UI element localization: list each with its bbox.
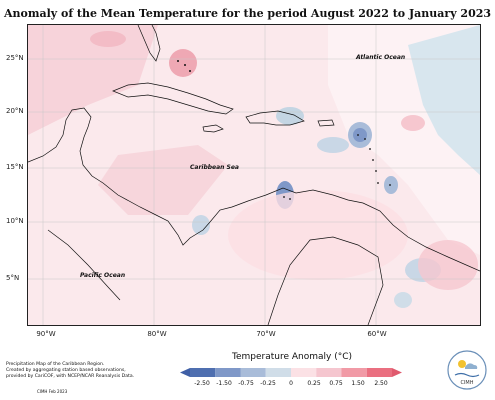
lat-tick-label: 25°N	[6, 54, 24, 62]
warm-patch	[418, 240, 478, 290]
pacific-coast	[47, 229, 121, 301]
atlantic-ocean-label: Atlantic Ocean	[356, 54, 406, 61]
map-canvas	[28, 25, 480, 325]
warm-patch	[90, 31, 126, 47]
legend-swatch	[341, 368, 367, 377]
warm-central-region	[98, 145, 228, 215]
legend-swatch	[291, 368, 317, 377]
description-line: Precipitation Map of the Caribbean Regio…	[6, 362, 105, 367]
legend-tick-label: 0	[289, 380, 293, 387]
legend-tick-label: 2.50	[374, 380, 388, 387]
graticule	[28, 25, 480, 325]
cuba-coast	[112, 82, 234, 115]
cimh-logo: CIMH	[447, 350, 487, 390]
legend-tick-label: -0.25	[260, 380, 276, 387]
legend-title: Temperature Anomaly (°C)	[231, 352, 352, 362]
andes-river-outline	[267, 236, 384, 325]
cool-patch	[276, 107, 304, 125]
mainland-coast	[28, 107, 480, 272]
hispaniola-coast	[245, 110, 305, 126]
caribbean-sea-label: Caribbean Sea	[190, 164, 239, 171]
wave-icon	[454, 372, 480, 378]
legend-min-arrow	[180, 368, 190, 377]
legend-tick-label: 0.75	[329, 380, 343, 387]
lon-tick-label: 90°W	[36, 330, 56, 338]
legend-tick-label: -0.75	[238, 380, 254, 387]
warm-south-america	[228, 190, 408, 280]
cool-patch-core	[353, 128, 367, 142]
legend-tick-label: 1.50	[351, 380, 365, 387]
legend-swatch	[240, 368, 266, 377]
logo-text: CIMH	[460, 380, 473, 386]
map-description: Precipitation Map of the Caribbean Regio…	[6, 362, 136, 380]
lat-tick-label: 20°N	[6, 107, 24, 115]
lat-tick-label: 15°N	[6, 163, 24, 171]
warm-patch	[401, 115, 425, 131]
legend-max-arrow	[392, 368, 402, 377]
anomaly-map	[27, 24, 481, 326]
legend-swatch	[265, 368, 291, 377]
pacific-ocean-label: Pacific Ocean	[80, 272, 126, 279]
florida-coast	[137, 25, 161, 62]
jamaica-coast	[202, 124, 224, 133]
warm-patch-bahamas	[169, 49, 197, 77]
cool-atlantic-region	[408, 25, 480, 175]
color-scale-bar	[180, 368, 402, 377]
cool-patch	[192, 215, 210, 235]
lon-tick-label: 80°W	[147, 330, 167, 338]
lat-tick-label: 5°N	[6, 274, 20, 282]
lon-tick-label: 70°W	[256, 330, 276, 338]
lat-tick-label: 10°N	[6, 217, 24, 225]
legend-tick-label: -2.50	[194, 380, 210, 387]
legend-tick-label: 0.25	[307, 380, 321, 387]
description-line: Created by aggregating station based obs…	[6, 368, 126, 373]
cool-patch	[317, 137, 349, 153]
small-islands	[177, 60, 391, 200]
puerto-rico-coast	[317, 119, 335, 127]
lon-tick-label: 60°W	[367, 330, 387, 338]
legend-swatch	[215, 368, 241, 377]
legend-swatch	[190, 368, 216, 377]
warm-gulf-region	[28, 25, 158, 135]
legend-swatch	[366, 368, 392, 377]
description-line: provided by CariCOF, with NCEP/NCAR Rean…	[6, 374, 135, 379]
map-credit: CIMH Feb 2023	[37, 389, 68, 394]
cloud-icon	[465, 363, 478, 369]
cool-patch	[394, 292, 412, 308]
sun-icon	[458, 360, 466, 368]
map-title: Anomaly of the Mean Temperature for the …	[3, 7, 492, 20]
legend-swatch	[316, 368, 342, 377]
cool-patch	[384, 176, 398, 194]
coastlines	[28, 25, 480, 325]
legend-tick-label: -1.50	[216, 380, 232, 387]
